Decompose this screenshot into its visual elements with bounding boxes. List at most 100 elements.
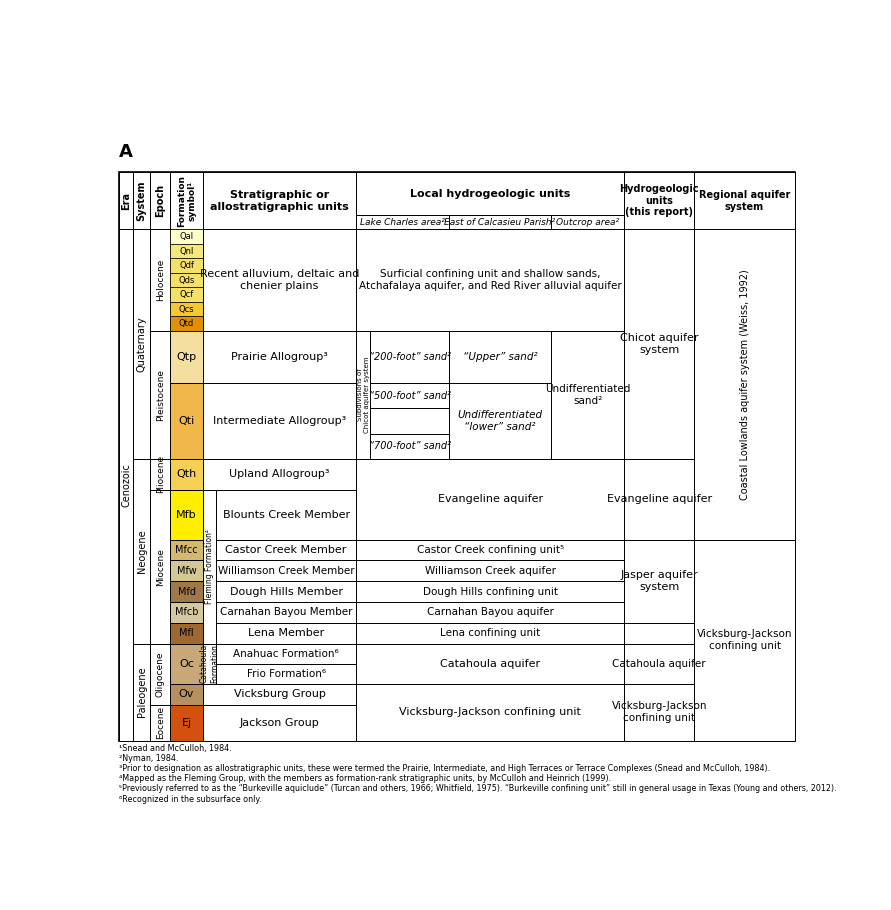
Bar (356, 459, 625, 540)
Bar (150, 459, 170, 490)
Text: ¹Snead and McCulloh, 1984.: ¹Snead and McCulloh, 1984. (119, 744, 232, 753)
Text: Formation
symbol¹: Formation symbol¹ (176, 175, 196, 227)
Text: Dough Hills Member: Dough Hills Member (230, 587, 343, 597)
Text: Castor Creek Member: Castor Creek Member (225, 545, 347, 555)
Bar (694, 172, 795, 229)
Text: Evangeline aquifer: Evangeline aquifer (607, 494, 712, 504)
Bar (170, 561, 203, 581)
Text: Catahoula aquifer: Catahoula aquifer (612, 659, 706, 669)
Bar (170, 705, 203, 741)
Bar (119, 172, 133, 229)
Bar (119, 229, 133, 741)
Bar (216, 643, 356, 663)
Text: Fleming Formation⁴: Fleming Formation⁴ (205, 529, 214, 604)
Text: Vicksburg Group: Vicksburg Group (233, 690, 325, 700)
Bar (170, 643, 203, 683)
Text: Evangeline aquifer: Evangeline aquifer (437, 494, 543, 504)
Text: Qnl: Qnl (179, 247, 193, 256)
Text: Jasper aquifer
system: Jasper aquifer system (620, 571, 699, 592)
Text: ³Prior to designation as allostratigraphic units, these were termed the Prairie,: ³Prior to designation as allostratigraph… (119, 764, 770, 774)
Text: Cenozoic: Cenozoic (121, 463, 131, 507)
Bar (694, 540, 795, 741)
Bar (133, 229, 150, 459)
Text: Stratigraphic or
allostratigraphic units: Stratigraphic or allostratigraphic units (210, 190, 349, 212)
Bar (551, 216, 625, 229)
Bar (170, 622, 203, 643)
Bar (170, 229, 203, 244)
Text: Intermediate Allogroup³: Intermediate Allogroup³ (213, 416, 347, 426)
Bar (216, 581, 356, 602)
Bar (170, 459, 203, 490)
Text: Paleogene: Paleogene (136, 667, 147, 717)
Bar (356, 459, 625, 490)
Text: ²Nyman, 1984.: ²Nyman, 1984. (119, 754, 178, 763)
Bar (203, 643, 216, 683)
Text: Catahoula
Formation: Catahoula Formation (200, 644, 219, 683)
Text: Qdf: Qdf (179, 261, 194, 270)
Text: Mfw: Mfw (176, 566, 196, 576)
Bar (203, 331, 356, 383)
Bar (150, 172, 170, 229)
Text: Catahoula aquifer: Catahoula aquifer (440, 659, 541, 669)
Text: Pleistocene: Pleistocene (156, 369, 165, 420)
Bar (625, 643, 694, 683)
Text: ⁴Mapped as the Fleming Group, with the members as formation-rank stratigraphic u: ⁴Mapped as the Fleming Group, with the m… (119, 774, 611, 784)
Bar (203, 383, 356, 459)
Text: Coastal Lowlands aquifer system (Weiss, 1992): Coastal Lowlands aquifer system (Weiss, … (740, 269, 749, 500)
Bar (170, 172, 203, 229)
Text: Lake Charles area²: Lake Charles area² (360, 217, 446, 227)
Text: Ov: Ov (179, 690, 194, 700)
Bar (356, 229, 625, 331)
Bar (625, 459, 694, 540)
Text: Dough Hills confining unit: Dough Hills confining unit (423, 587, 558, 597)
Bar (170, 683, 203, 705)
Bar (170, 317, 203, 331)
Bar (216, 561, 356, 581)
Text: Mfcc: Mfcc (176, 545, 198, 555)
Text: Anahuac Formation⁶: Anahuac Formation⁶ (233, 649, 339, 659)
Bar (371, 434, 449, 459)
Bar (170, 288, 203, 302)
Text: Castor Creek confining unit⁵: Castor Creek confining unit⁵ (417, 545, 564, 555)
Bar (203, 459, 356, 490)
Bar (150, 490, 170, 643)
Bar (150, 643, 170, 705)
Text: Vicksburg-Jackson confining unit: Vicksburg-Jackson confining unit (399, 707, 581, 717)
Bar (119, 172, 795, 741)
Bar (356, 683, 625, 741)
Text: “Upper” sand²: “Upper” sand² (462, 352, 537, 362)
Bar (170, 383, 203, 459)
Text: Ej: Ej (182, 718, 192, 728)
Bar (203, 490, 216, 643)
Bar (356, 172, 625, 216)
Text: Oc: Oc (179, 659, 194, 669)
Text: Era: Era (121, 192, 131, 210)
Bar (371, 383, 449, 409)
Text: Carnahan Bayou aquifer: Carnahan Bayou aquifer (427, 607, 554, 617)
Bar (625, 229, 694, 459)
Bar (356, 643, 625, 683)
Text: Mfl: Mfl (179, 628, 194, 638)
Bar (170, 540, 203, 561)
Bar (356, 331, 371, 459)
Bar (170, 331, 203, 383)
Text: Qti: Qti (178, 416, 194, 426)
Text: Vicksburg-Jackson
confining unit: Vicksburg-Jackson confining unit (697, 630, 792, 651)
Bar (133, 172, 150, 229)
Bar (216, 540, 356, 561)
Text: Blounts Creek Member: Blounts Creek Member (223, 510, 349, 520)
Bar (203, 683, 356, 705)
Text: Mfb: Mfb (176, 510, 197, 520)
Bar (449, 331, 551, 383)
Bar (170, 581, 203, 602)
Text: Pliocene: Pliocene (156, 455, 165, 493)
Text: “200-foot” sand²: “200-foot” sand² (369, 352, 451, 362)
Bar (170, 302, 203, 317)
Bar (356, 561, 625, 581)
Text: Hydrogeologic
units
(this report): Hydrogeologic units (this report) (619, 184, 699, 217)
Text: Carnahan Bayou Member: Carnahan Bayou Member (220, 607, 352, 617)
Text: Undifferentiated
“lower” sand²: Undifferentiated “lower” sand² (457, 410, 543, 432)
Text: Oligocene: Oligocene (156, 652, 165, 697)
Text: Qtd: Qtd (179, 319, 194, 329)
Text: Mfcb: Mfcb (175, 607, 199, 617)
